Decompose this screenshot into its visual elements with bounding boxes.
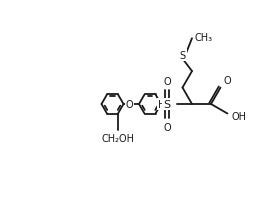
Text: O: O (163, 122, 171, 132)
Text: O: O (126, 99, 133, 109)
Text: HN: HN (158, 99, 173, 109)
Text: OH: OH (231, 112, 247, 122)
Text: S: S (163, 99, 171, 109)
Text: O: O (224, 75, 231, 85)
Text: S: S (180, 50, 185, 60)
Text: CH₂OH: CH₂OH (102, 133, 134, 143)
Text: O: O (163, 77, 171, 87)
Text: CH₃: CH₃ (194, 33, 212, 43)
